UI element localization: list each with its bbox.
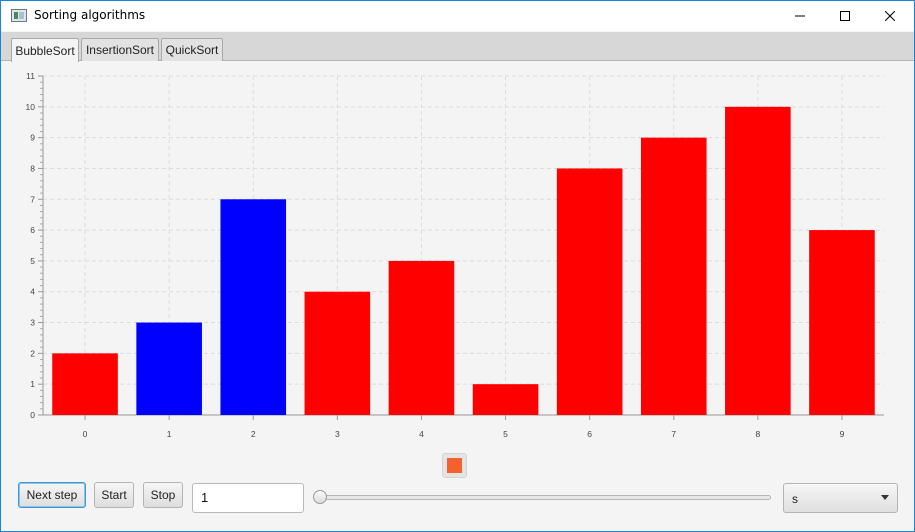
legend-symbol [442, 453, 467, 478]
minimize-icon [795, 15, 805, 17]
tab-insertionsort[interactable]: InsertionSort [81, 38, 159, 61]
bar-5 [472, 384, 539, 415]
speed-slider-thumb[interactable] [313, 490, 327, 504]
x-tick-label: 8 [755, 429, 760, 439]
bar-4 [388, 260, 455, 415]
y-tick-label: 2 [30, 348, 35, 358]
x-tick-label: 0 [83, 429, 88, 439]
bar-1 [136, 322, 202, 415]
y-tick-label: 4 [30, 287, 35, 297]
x-tick-label: 6 [587, 429, 592, 439]
step-input[interactable]: 1 [192, 483, 304, 513]
x-tick-label: 5 [503, 429, 508, 439]
unit-select-value: s [792, 492, 798, 506]
tab-strip: BubbleSort InsertionSort QuickSort [1, 32, 914, 62]
y-tick-label: 11 [26, 71, 35, 81]
y-tick-label: 7 [30, 194, 35, 204]
x-tick-label: 7 [671, 429, 676, 439]
bar-7 [640, 137, 707, 415]
app-icon [11, 9, 27, 22]
x-tick-label: 2 [251, 429, 256, 439]
y-tick-label: 8 [30, 163, 35, 173]
y-tick-label: 3 [30, 318, 35, 328]
y-tick-label: 6 [30, 225, 35, 235]
bar-8 [725, 106, 791, 415]
bar-2 [220, 199, 287, 415]
chevron-down-icon [881, 495, 889, 500]
y-tick-label: 9 [30, 133, 35, 143]
close-icon [885, 11, 895, 21]
tab-bubblesort[interactable]: BubbleSort [11, 38, 79, 62]
close-button[interactable] [867, 1, 913, 31]
next-step-button[interactable]: Next step [18, 482, 86, 508]
y-tick-label: 1 [30, 379, 35, 389]
minimize-button[interactable] [777, 1, 823, 31]
window-title: Sorting algorithms [34, 8, 146, 22]
bar-0 [52, 353, 118, 415]
bar-chart: 0 1 2 3 4 5 6 7 8 9 10 11 0 1 2 3 4 5 6 7 8 9 [26, 71, 884, 439]
x-tick-label: 3 [335, 429, 340, 439]
unit-select[interactable]: s [783, 483, 898, 513]
maximize-button[interactable] [822, 1, 868, 31]
bar-6 [556, 168, 623, 415]
speed-slider[interactable] [319, 495, 771, 500]
start-button[interactable]: Start [94, 482, 134, 508]
y-tick-label: 10 [26, 102, 36, 112]
x-tick-label: 1 [167, 429, 172, 439]
y-tick-label: 5 [30, 256, 35, 266]
stop-button[interactable]: Stop [143, 482, 183, 508]
legend-swatch [447, 458, 462, 473]
bar-9 [809, 230, 875, 415]
y-tick-label: 0 [30, 410, 35, 420]
maximize-icon [840, 11, 850, 21]
x-tick-label: 9 [840, 429, 845, 439]
title-bar: Sorting algorithms [1, 1, 914, 31]
tab-quicksort[interactable]: QuickSort [161, 38, 223, 61]
x-tick-label: 4 [419, 429, 424, 439]
bar-3 [304, 291, 371, 415]
